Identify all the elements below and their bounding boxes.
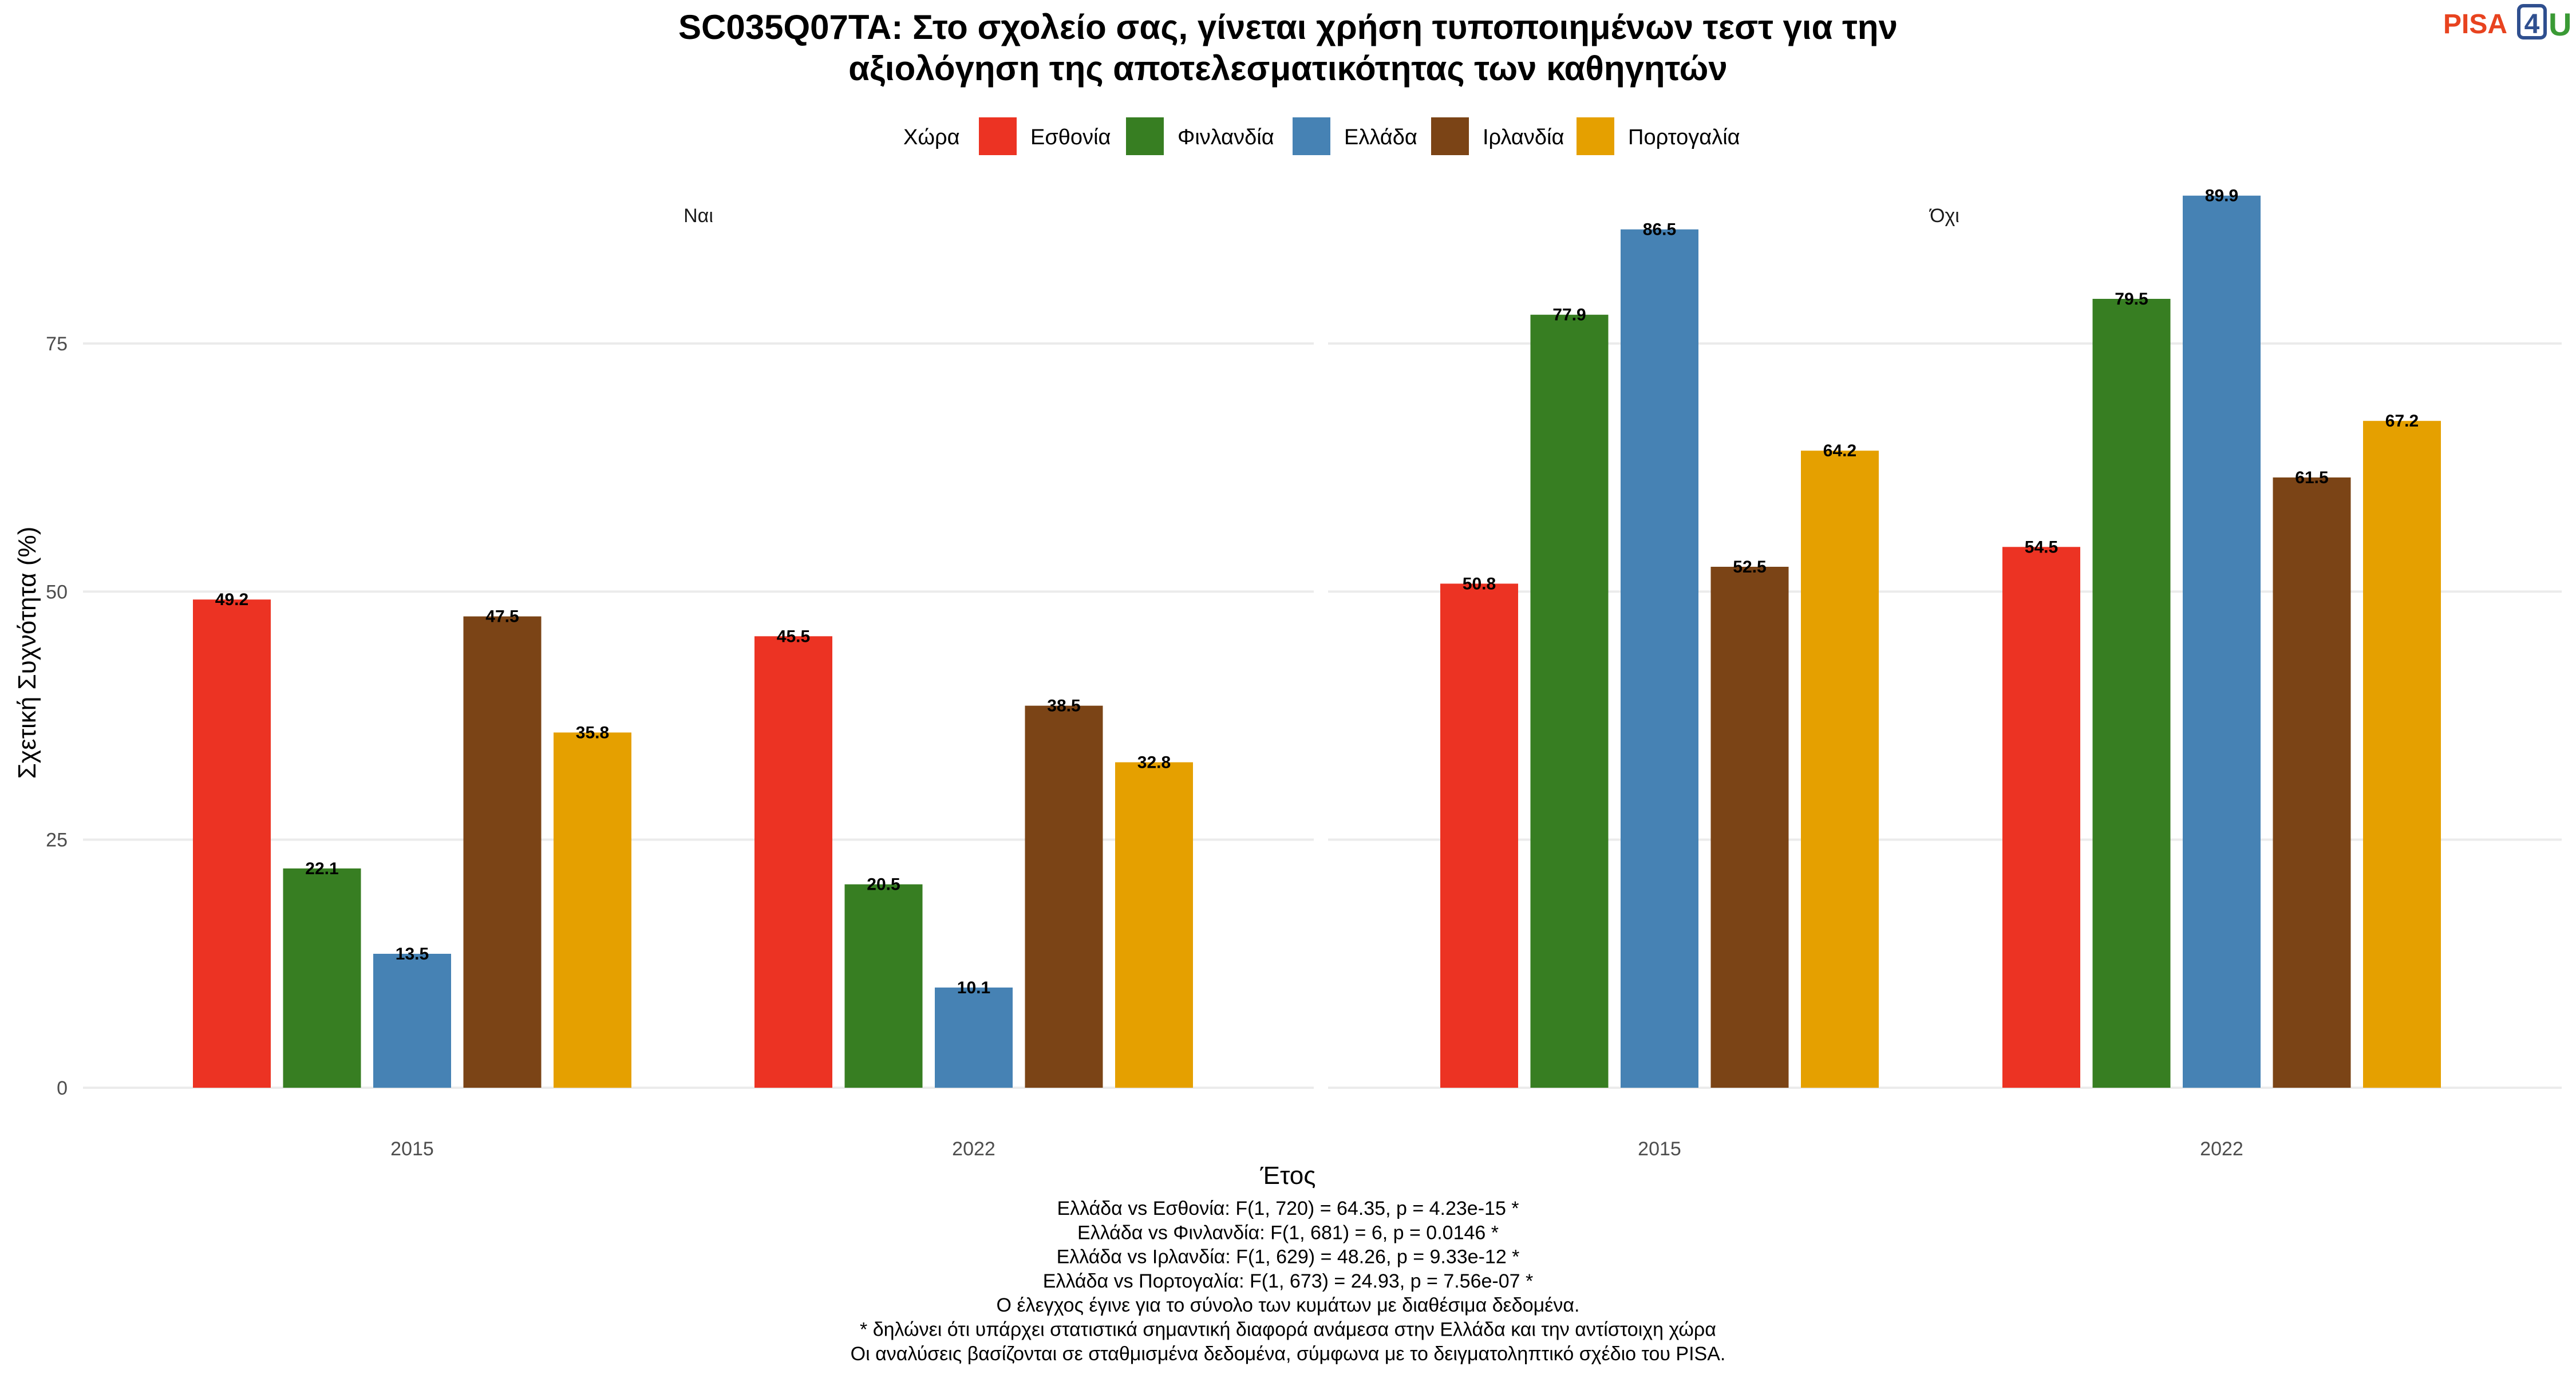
panel-2: Όχι 2015 2022 50.8 54.5 77.9 79.5 86.5 89.9 52.5 6… — [1328, 187, 2562, 1160]
legend-swatch-2 — [1126, 117, 1164, 155]
x-axis-title: Έτος — [1260, 1162, 1316, 1190]
bar-value-label: 49.2 — [215, 590, 248, 609]
legend-label-2: Φινλανδία — [1178, 125, 1274, 149]
logo-text-pisa: PISA — [2443, 9, 2507, 40]
bar — [1710, 567, 1789, 1088]
panel-strip-label: Όχι — [1929, 205, 1959, 227]
bar-value-label: 38.5 — [1047, 697, 1080, 716]
bar-value-label: 61.5 — [2295, 468, 2328, 487]
caption-line-4: Ελλάδα vs Πορτογαλία: F(1, 673) = 24.93,… — [1043, 1270, 1533, 1292]
y-tick-label: 0 — [57, 1077, 68, 1099]
y-tick-label: 25 — [46, 830, 68, 851]
caption-line-3: Ελλάδα vs Ιρλανδία: F(1, 629) = 48.26, p… — [1057, 1246, 1520, 1268]
bar-value-label: 32.8 — [1137, 753, 1171, 772]
bar — [754, 636, 832, 1088]
legend-label-3: Ελλάδα — [1344, 125, 1417, 149]
panel-1: Ναι 0 25 50 75 2015 2022 49.2 45.5 22.1 20.5 13.5 10… — [46, 205, 1314, 1160]
bar-value-label: 47.5 — [485, 607, 519, 626]
bar — [844, 884, 923, 1088]
caption-line-6: * δηλώνει ότι υπάρχει στατιστικά σημαντι… — [860, 1319, 1716, 1341]
bar — [1621, 229, 1698, 1088]
y-tick-label: 50 — [46, 581, 68, 603]
x-tick-label: 2015 — [390, 1138, 434, 1160]
y-axis-title: Σχετική Συχνότητα (%) — [13, 527, 41, 779]
legend-title: Χώρα — [903, 125, 960, 149]
bar-value-label: 20.5 — [867, 875, 900, 894]
bar — [2183, 195, 2261, 1088]
bar-value-label: 45.5 — [777, 627, 810, 646]
legend-label-4: Ιρλανδία — [1483, 125, 1564, 149]
legend: Χώρα Εσθονία Φινλανδία Ελλάδα Ιρλανδία Πορτο… — [903, 117, 1740, 155]
logo-text-digit: 4 — [2524, 9, 2540, 40]
logo-digit-box — [2517, 4, 2547, 40]
chart-title-line-1: SC035Q07TA: Στο σχολείο σας, γίνεται χρή… — [678, 8, 1898, 46]
legend-swatch-3 — [1293, 117, 1330, 155]
bar-value-label: 22.1 — [305, 859, 338, 878]
bar — [1801, 451, 1879, 1088]
bar — [283, 868, 361, 1088]
bar — [1025, 705, 1103, 1088]
caption-line-7: Οι αναλύσεις βασίζονται σε σταθμισμένα δ… — [851, 1343, 1726, 1365]
legend-swatch-1 — [979, 117, 1017, 155]
bar-value-label: 52.5 — [1733, 558, 1766, 577]
chart-panels: Ναι 0 25 50 75 2015 2022 49.2 45.5 22.1 20.5 13.5 10… — [46, 187, 2562, 1160]
bar-value-label: 50.8 — [1463, 574, 1496, 593]
bar-value-label: 54.5 — [2025, 538, 2058, 556]
legend-label-5: Πορτογαλία — [1628, 125, 1740, 149]
x-tick-label: 2015 — [1638, 1138, 1681, 1160]
bar-value-label: 79.5 — [2115, 290, 2148, 309]
bar — [1440, 583, 1518, 1088]
caption: Ελλάδα vs Εσθονία: F(1, 720) = 64.35, p … — [851, 1198, 1726, 1365]
bar — [935, 987, 1013, 1088]
caption-line-5: Ο έλεγχος έγινε για το σύνολο των κυμάτω… — [997, 1294, 1580, 1316]
caption-line-2: Ελλάδα vs Φινλανδία: F(1, 681) = 6, p = … — [1077, 1222, 1499, 1243]
legend-swatch-5 — [1577, 117, 1614, 155]
caption-line-1: Ελλάδα vs Εσθονία: F(1, 720) = 64.35, p … — [1057, 1198, 1519, 1219]
bar-value-label: 89.9 — [2205, 187, 2238, 206]
y-tick-label: 75 — [46, 333, 68, 355]
bar-value-label: 77.9 — [1552, 306, 1586, 325]
legend-swatch-4 — [1431, 117, 1469, 155]
bar — [193, 599, 271, 1088]
bar — [2092, 299, 2171, 1088]
x-tick-label: 2022 — [952, 1138, 995, 1160]
bar — [2363, 421, 2441, 1088]
bar-value-label: 86.5 — [1643, 220, 1676, 239]
bar — [1530, 314, 1609, 1088]
legend-items: Εσθονία Φινλανδία Ελλάδα Ιρλανδία Πορτογαλία — [979, 117, 1740, 155]
pisa4u-logo: PISA 4 U — [2443, 4, 2571, 42]
bar-value-label: 10.1 — [957, 978, 990, 997]
bar-value-label: 35.8 — [576, 723, 609, 742]
x-tick-label: 2022 — [2200, 1138, 2243, 1160]
bar-value-label: 13.5 — [396, 945, 429, 964]
logo-text-u: U — [2549, 6, 2571, 42]
bar — [2002, 547, 2080, 1088]
bar — [373, 954, 451, 1088]
bar — [463, 616, 542, 1088]
chart-title-line-2: αξιολόγηση της αποτελεσματικότητας των κ… — [848, 49, 1727, 88]
bar-value-label: 64.2 — [1823, 441, 1856, 460]
bar — [554, 732, 631, 1088]
legend-label-1: Εσθονία — [1030, 125, 1111, 149]
bar — [2273, 477, 2351, 1088]
bar — [1115, 762, 1193, 1088]
panel-strip-label: Ναι — [683, 205, 713, 227]
bar-value-label: 67.2 — [2385, 412, 2419, 431]
